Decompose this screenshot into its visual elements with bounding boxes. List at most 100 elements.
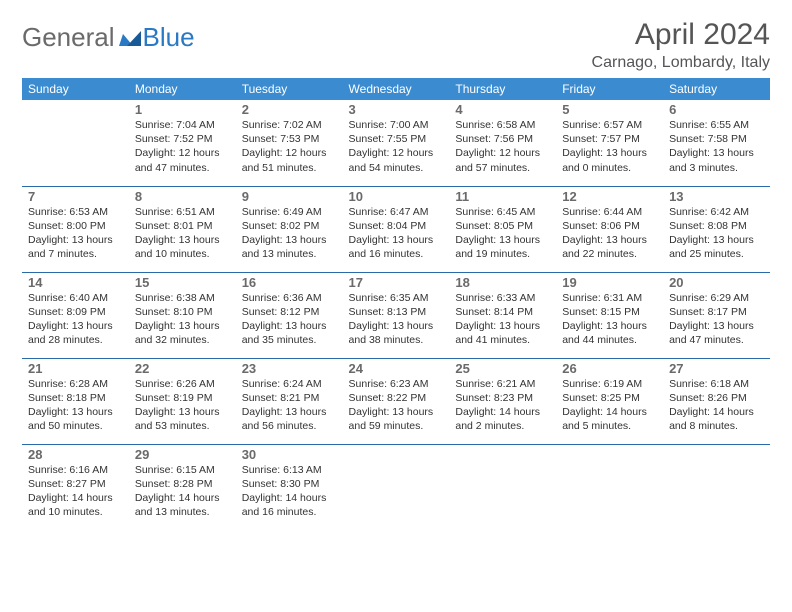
cell-text: and 10 minutes.: [135, 247, 230, 261]
day-number: 27: [669, 361, 764, 376]
day-number: 14: [28, 275, 123, 290]
cell-text: Sunrise: 6:49 AM: [242, 205, 337, 219]
cell-text: Daylight: 13 hours: [669, 146, 764, 160]
calendar-cell: 15Sunrise: 6:38 AMSunset: 8:10 PMDayligh…: [129, 272, 236, 358]
header: General Blue April 2024 Carnago, Lombard…: [22, 18, 770, 72]
cell-text: Daylight: 13 hours: [28, 233, 123, 247]
cell-text: Sunrise: 6:44 AM: [562, 205, 657, 219]
day-number: 13: [669, 189, 764, 204]
cell-text: Sunset: 8:13 PM: [349, 305, 444, 319]
title-block: April 2024 Carnago, Lombardy, Italy: [592, 18, 770, 72]
calendar-cell: 9Sunrise: 6:49 AMSunset: 8:02 PMDaylight…: [236, 186, 343, 272]
calendar-cell: 11Sunrise: 6:45 AMSunset: 8:05 PMDayligh…: [449, 186, 556, 272]
cell-text: Daylight: 13 hours: [562, 146, 657, 160]
cell-text: Sunset: 8:05 PM: [455, 219, 550, 233]
calendar-cell: 22Sunrise: 6:26 AMSunset: 8:19 PMDayligh…: [129, 358, 236, 444]
cell-text: Daylight: 14 hours: [455, 405, 550, 419]
cell-text: Sunrise: 6:24 AM: [242, 377, 337, 391]
day-number: 24: [349, 361, 444, 376]
calendar-cell: 14Sunrise: 6:40 AMSunset: 8:09 PMDayligh…: [22, 272, 129, 358]
day-number: 25: [455, 361, 550, 376]
cell-text: Daylight: 14 hours: [242, 491, 337, 505]
cell-text: and 10 minutes.: [28, 505, 123, 519]
day-number: 6: [669, 102, 764, 117]
day-number: 23: [242, 361, 337, 376]
day-number: 1: [135, 102, 230, 117]
day-number: 16: [242, 275, 337, 290]
day-number: 9: [242, 189, 337, 204]
cell-text: Sunrise: 6:26 AM: [135, 377, 230, 391]
cell-text: Sunrise: 7:04 AM: [135, 118, 230, 132]
calendar-row: 21Sunrise: 6:28 AMSunset: 8:18 PMDayligh…: [22, 358, 770, 444]
cell-text: Sunrise: 6:42 AM: [669, 205, 764, 219]
cell-text: Sunset: 7:56 PM: [455, 132, 550, 146]
calendar-cell: 20Sunrise: 6:29 AMSunset: 8:17 PMDayligh…: [663, 272, 770, 358]
cell-text: and 50 minutes.: [28, 419, 123, 433]
cell-text: Sunset: 8:00 PM: [28, 219, 123, 233]
cell-text: Sunset: 8:28 PM: [135, 477, 230, 491]
cell-text: Sunset: 8:17 PM: [669, 305, 764, 319]
weekday-header: Friday: [556, 78, 663, 100]
calendar-cell: 27Sunrise: 6:18 AMSunset: 8:26 PMDayligh…: [663, 358, 770, 444]
cell-text: Daylight: 12 hours: [349, 146, 444, 160]
day-number: 28: [28, 447, 123, 462]
cell-text: Sunset: 8:09 PM: [28, 305, 123, 319]
day-number: 11: [455, 189, 550, 204]
cell-text: and 22 minutes.: [562, 247, 657, 261]
cell-text: and 19 minutes.: [455, 247, 550, 261]
cell-text: Sunrise: 6:45 AM: [455, 205, 550, 219]
cell-text: Sunset: 8:08 PM: [669, 219, 764, 233]
cell-text: Daylight: 14 hours: [28, 491, 123, 505]
logo: General Blue: [22, 18, 195, 53]
logo-text-1: General: [22, 22, 115, 53]
day-number: 22: [135, 361, 230, 376]
cell-text: and 2 minutes.: [455, 419, 550, 433]
cell-text: Sunrise: 6:13 AM: [242, 463, 337, 477]
day-number: 17: [349, 275, 444, 290]
cell-text: Sunrise: 6:19 AM: [562, 377, 657, 391]
day-number: 2: [242, 102, 337, 117]
day-number: 30: [242, 447, 337, 462]
calendar-cell: 7Sunrise: 6:53 AMSunset: 8:00 PMDaylight…: [22, 186, 129, 272]
day-number: 21: [28, 361, 123, 376]
cell-text: Daylight: 13 hours: [242, 233, 337, 247]
cell-text: and 38 minutes.: [349, 333, 444, 347]
day-number: 8: [135, 189, 230, 204]
cell-text: Sunset: 8:14 PM: [455, 305, 550, 319]
cell-text: Sunset: 8:18 PM: [28, 391, 123, 405]
cell-text: Sunrise: 6:18 AM: [669, 377, 764, 391]
cell-text: Sunrise: 6:21 AM: [455, 377, 550, 391]
calendar-table: Sunday Monday Tuesday Wednesday Thursday…: [22, 78, 770, 530]
cell-text: and 51 minutes.: [242, 161, 337, 175]
cell-text: and 44 minutes.: [562, 333, 657, 347]
day-number: 20: [669, 275, 764, 290]
calendar-cell: 3Sunrise: 7:00 AMSunset: 7:55 PMDaylight…: [343, 100, 450, 186]
cell-text: Sunset: 8:22 PM: [349, 391, 444, 405]
day-number: 7: [28, 189, 123, 204]
cell-text: Sunrise: 7:00 AM: [349, 118, 444, 132]
calendar-cell: 4Sunrise: 6:58 AMSunset: 7:56 PMDaylight…: [449, 100, 556, 186]
cell-text: Daylight: 13 hours: [669, 319, 764, 333]
cell-text: Sunset: 8:27 PM: [28, 477, 123, 491]
calendar-cell: 10Sunrise: 6:47 AMSunset: 8:04 PMDayligh…: [343, 186, 450, 272]
location: Carnago, Lombardy, Italy: [592, 54, 770, 72]
calendar-cell: 28Sunrise: 6:16 AMSunset: 8:27 PMDayligh…: [22, 444, 129, 530]
calendar-cell: [22, 100, 129, 186]
cell-text: and 8 minutes.: [669, 419, 764, 433]
calendar-cell: 13Sunrise: 6:42 AMSunset: 8:08 PMDayligh…: [663, 186, 770, 272]
calendar-cell: 19Sunrise: 6:31 AMSunset: 8:15 PMDayligh…: [556, 272, 663, 358]
cell-text: Daylight: 13 hours: [242, 319, 337, 333]
calendar-cell: [556, 444, 663, 530]
day-number: 18: [455, 275, 550, 290]
weekday-header: Wednesday: [343, 78, 450, 100]
cell-text: Sunset: 7:58 PM: [669, 132, 764, 146]
cell-text: Daylight: 13 hours: [349, 319, 444, 333]
cell-text: Sunrise: 6:55 AM: [669, 118, 764, 132]
cell-text: Sunrise: 6:58 AM: [455, 118, 550, 132]
month-title: April 2024: [592, 18, 770, 52]
day-number: 12: [562, 189, 657, 204]
cell-text: Sunrise: 6:31 AM: [562, 291, 657, 305]
cell-text: Daylight: 13 hours: [669, 233, 764, 247]
day-number: 19: [562, 275, 657, 290]
cell-text: Sunrise: 7:02 AM: [242, 118, 337, 132]
